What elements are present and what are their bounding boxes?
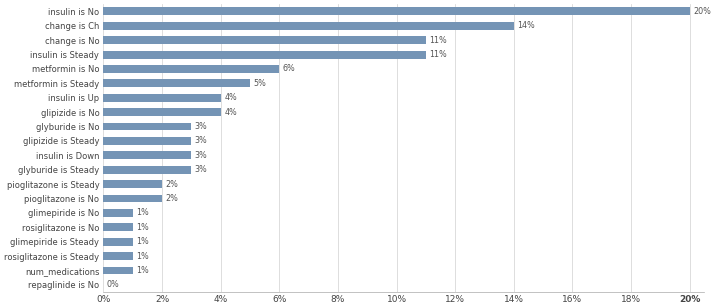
Bar: [103, 180, 162, 188]
Text: 1%: 1%: [136, 223, 149, 232]
Text: 3%: 3%: [195, 165, 208, 174]
Bar: [103, 108, 221, 116]
Text: 2%: 2%: [165, 194, 178, 203]
Text: 14%: 14%: [517, 21, 535, 30]
Bar: [103, 266, 132, 274]
Bar: [103, 36, 426, 44]
Bar: [103, 123, 191, 131]
Text: 4%: 4%: [224, 107, 237, 117]
Bar: [103, 223, 132, 231]
Bar: [103, 7, 690, 15]
Bar: [103, 209, 132, 217]
Bar: [103, 151, 191, 159]
Text: 3%: 3%: [195, 122, 208, 131]
Text: 1%: 1%: [136, 237, 149, 246]
Text: 6%: 6%: [283, 64, 296, 73]
Text: 0%: 0%: [107, 280, 120, 289]
Text: 11%: 11%: [430, 36, 447, 45]
Bar: [103, 137, 191, 145]
Text: 20%: 20%: [693, 7, 711, 16]
Bar: [103, 94, 221, 102]
Text: 3%: 3%: [195, 151, 208, 160]
Text: 3%: 3%: [195, 136, 208, 145]
Text: 1%: 1%: [136, 252, 149, 261]
Text: 1%: 1%: [136, 266, 149, 275]
Bar: [103, 195, 162, 202]
Bar: [103, 22, 514, 30]
Text: 2%: 2%: [165, 180, 178, 188]
Bar: [103, 166, 191, 174]
Bar: [103, 252, 132, 260]
Text: 11%: 11%: [430, 50, 447, 59]
Bar: [103, 51, 426, 59]
Text: 4%: 4%: [224, 93, 237, 102]
Text: 5%: 5%: [253, 79, 266, 88]
Bar: [103, 79, 250, 87]
Bar: [103, 238, 132, 246]
Bar: [103, 65, 279, 73]
Text: 1%: 1%: [136, 209, 149, 217]
